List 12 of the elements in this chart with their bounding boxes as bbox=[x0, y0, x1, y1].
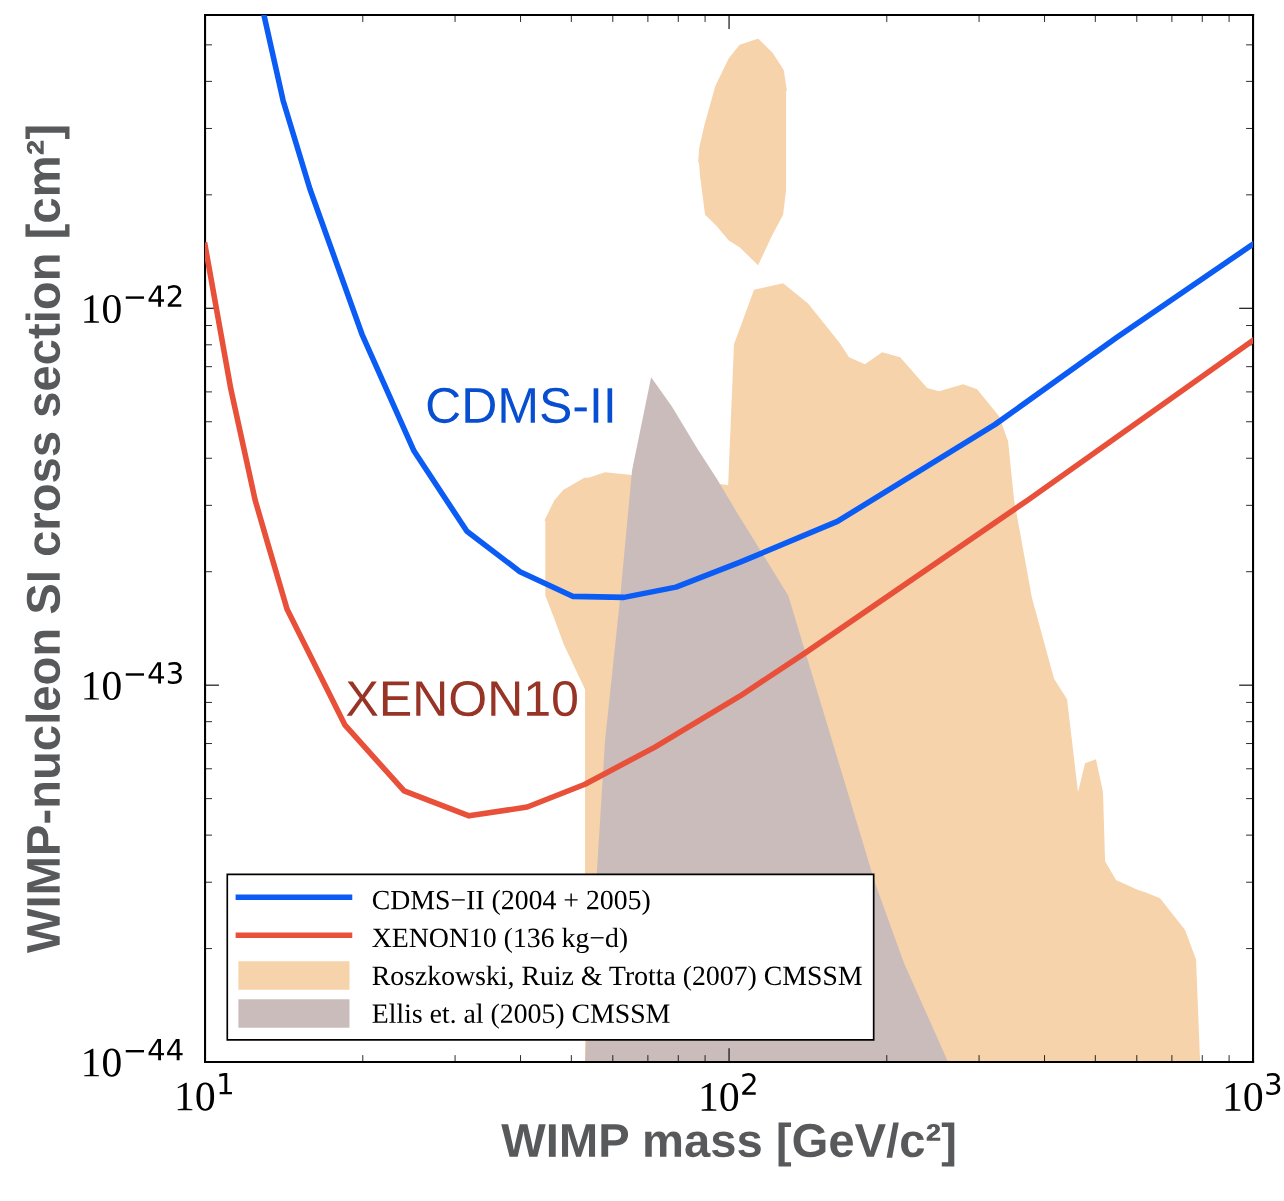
y-axis-title: WIMP-nucleon SI cross section [cm²] bbox=[25, 126, 70, 954]
legend-label: Roszkowski, Ruiz & Trotta (2007) CMSSM bbox=[372, 965, 862, 991]
x-tick-label: 10$^{2}$ bbox=[701, 1073, 756, 1112]
x-tick-label: 10$^{3}$ bbox=[1225, 1073, 1281, 1112]
legend-label: Ellis et. al (2005) CMSSM bbox=[372, 1003, 670, 1029]
annotation: CDMS-II bbox=[427, 387, 613, 424]
legend-label: CDMS−II (2004 + 2005) bbox=[372, 889, 650, 916]
annotation: XENON10 bbox=[346, 680, 577, 717]
y-tick-label: 10$^{−42}$ bbox=[84, 285, 182, 324]
legend-label: XENON10 (136 kg−d) bbox=[372, 927, 627, 953]
y-tick-label: 10$^{−43}$ bbox=[84, 661, 182, 700]
x-axis-title: WIMP mass [GeV/c²] bbox=[501, 1122, 955, 1167]
